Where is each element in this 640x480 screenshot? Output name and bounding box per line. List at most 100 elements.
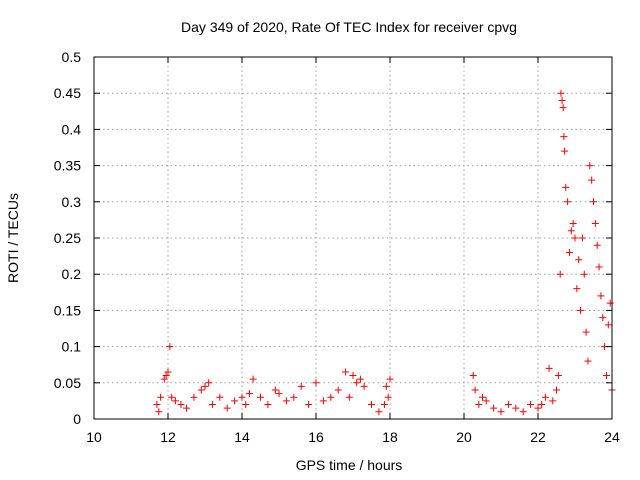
- data-point: [327, 393, 335, 401]
- data-point: [153, 401, 161, 409]
- data-point: [368, 401, 375, 409]
- data-point: [282, 397, 290, 405]
- data-point: [557, 89, 565, 97]
- data-point: [560, 133, 568, 141]
- data-point: [155, 408, 163, 416]
- data-point: [577, 306, 585, 314]
- data-point: [353, 379, 361, 387]
- data-point: [571, 234, 579, 242]
- data-point: [590, 198, 597, 206]
- data-point: [160, 375, 168, 383]
- data-point: [469, 372, 477, 380]
- y-tick-label: 0.1: [62, 339, 82, 355]
- data-point: [602, 372, 610, 380]
- x-tick-label: 20: [456, 429, 472, 445]
- data-point: [242, 401, 250, 409]
- data-point: [312, 379, 320, 387]
- data-point: [561, 147, 569, 155]
- data-point: [556, 270, 564, 278]
- data-point: [471, 386, 479, 394]
- data-point: [345, 393, 353, 401]
- data-point: [356, 375, 364, 383]
- data-point: [599, 314, 607, 322]
- data-point: [534, 404, 542, 412]
- data-point: [208, 401, 216, 409]
- data-point: [582, 328, 590, 336]
- data-point: [380, 401, 388, 409]
- data-point: [578, 234, 586, 242]
- data-point: [569, 220, 577, 228]
- data-point: [164, 368, 172, 376]
- data-point: [580, 270, 588, 278]
- y-tick-label: 0.35: [54, 158, 81, 174]
- data-point: [559, 104, 567, 112]
- data-point: [497, 408, 505, 416]
- data-point: [171, 397, 179, 405]
- y-tick-label: 0.05: [54, 375, 81, 391]
- y-tick-label: 0.25: [54, 230, 81, 246]
- data-point: [595, 263, 603, 271]
- data-point: [183, 404, 190, 412]
- y-tick-label: 0.15: [54, 302, 81, 318]
- data-point: [541, 393, 549, 401]
- x-tick-label: 22: [530, 429, 546, 445]
- x-tick-label: 16: [308, 429, 324, 445]
- data-point: [360, 382, 368, 390]
- chart-title: Day 349 of 2020, Rate Of TEC Index for r…: [181, 19, 517, 35]
- data-point: [231, 397, 239, 405]
- x-tick-label: 12: [160, 429, 176, 445]
- data-point: [490, 404, 498, 412]
- data-point: [257, 393, 264, 401]
- data-point: [245, 390, 253, 398]
- data-point: [567, 227, 575, 235]
- data-point: [554, 372, 562, 380]
- data-point: [190, 393, 198, 401]
- data-point: [305, 401, 313, 409]
- data-point: [479, 393, 486, 401]
- data-point: [216, 393, 224, 401]
- data-point: [297, 382, 305, 390]
- y-tick-label: 0.2: [62, 266, 82, 282]
- data-point: [342, 368, 350, 376]
- data-point: [565, 248, 573, 256]
- data-point: [482, 397, 490, 405]
- y-tick-label: 0.4: [62, 121, 82, 137]
- grid-lines: [94, 57, 612, 419]
- data-point: [564, 198, 572, 206]
- data-point: [162, 372, 170, 380]
- data-point: [573, 285, 581, 293]
- data-point: [586, 162, 594, 170]
- data-point: [545, 364, 553, 372]
- data-point: [375, 408, 383, 416]
- data-point: [264, 401, 272, 409]
- data-point: [512, 404, 520, 412]
- data-point: [201, 382, 209, 390]
- y-tick-label: 0.45: [54, 85, 81, 101]
- axis-ticks: 10 12 14 16 18 20 22 24 0 0.05 0.1 0.15 0.2 0.25 0.3 0.…: [54, 49, 620, 445]
- data-point: [386, 375, 394, 383]
- data-point: [553, 386, 560, 394]
- data-points: [153, 89, 616, 416]
- data-point: [384, 393, 392, 401]
- data-point: [166, 343, 174, 351]
- y-tick-label: 0.3: [62, 194, 82, 210]
- data-point: [382, 382, 390, 390]
- data-point: [290, 393, 298, 401]
- data-point: [562, 183, 570, 191]
- y-tick-label: 0.5: [62, 49, 82, 65]
- data-point: [584, 357, 592, 365]
- data-point: [168, 393, 176, 401]
- data-point: [271, 386, 279, 394]
- x-tick-label: 10: [86, 429, 102, 445]
- data-point: [597, 292, 605, 300]
- data-point: [319, 397, 327, 405]
- data-point: [177, 401, 185, 409]
- data-point: [157, 393, 165, 401]
- x-tick-label: 18: [382, 429, 398, 445]
- data-point: [591, 220, 599, 228]
- data-point: [527, 401, 535, 409]
- data-point: [275, 390, 283, 398]
- x-tick-label: 14: [234, 429, 250, 445]
